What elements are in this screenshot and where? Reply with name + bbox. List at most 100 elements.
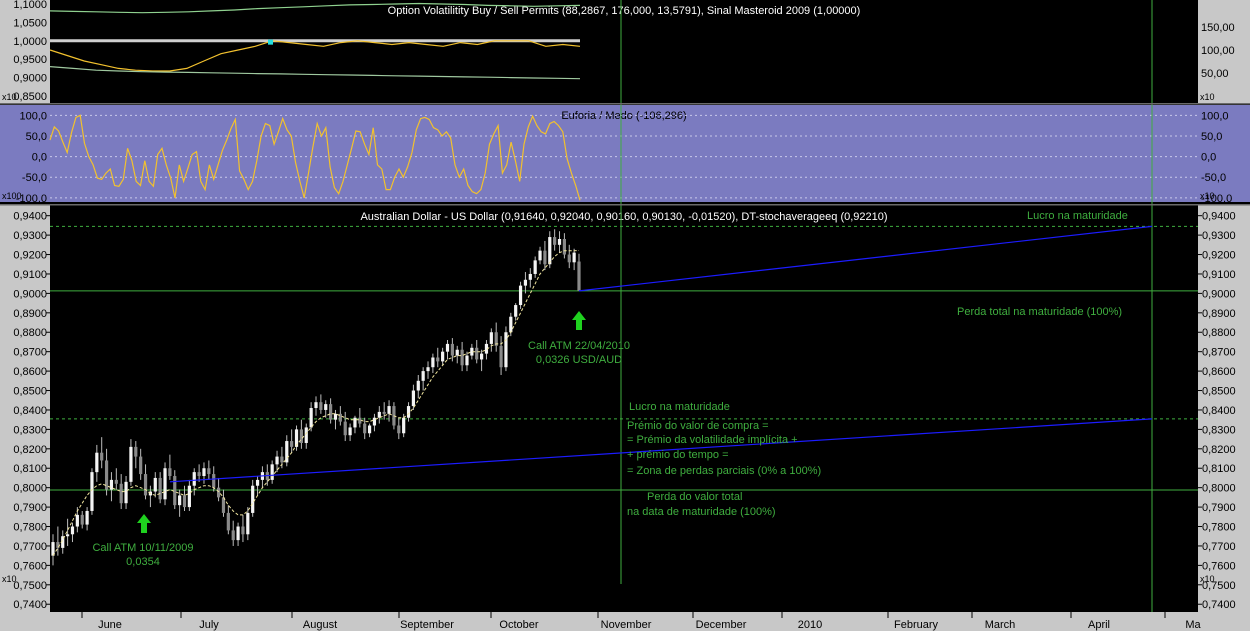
candle-body (509, 316, 513, 333)
candle-body (338, 413, 342, 422)
candle-body (270, 464, 274, 480)
price-right-tick: 0,9100 (1202, 269, 1236, 281)
x-axis: June July August September October November De… (81, 612, 1202, 631)
price-right-tick: 0,7400 (1202, 599, 1236, 611)
x-tick-label: August (303, 619, 337, 631)
candle-body (367, 425, 372, 434)
candle-body (56, 542, 60, 548)
candle-body (285, 441, 289, 463)
price-right-axis (1198, 205, 1250, 612)
candle-body (523, 279, 528, 286)
annotation-perda-mid-line2: na data de maturidade (100%) (627, 506, 776, 518)
candle-body (348, 427, 352, 436)
candle-body (100, 452, 104, 461)
volatility-scale-right: x10 (1200, 92, 1215, 102)
price-title: Australian Dollar - US Dollar (0,91640, … (360, 211, 887, 223)
euforia-left-tick: 0,0 (32, 152, 47, 164)
annotation-call-2010-line2: 0,0326 USD/AUD (536, 354, 622, 366)
price-left-tick: 0,8500 (13, 386, 47, 398)
candle-body (548, 237, 552, 265)
candle-body (294, 429, 299, 447)
annotation-premio-line4: = Zona de perdas parciais (0% a 100%) (627, 465, 821, 477)
price-scale-right: x10 (1200, 574, 1215, 584)
euforia-scale-left: x100 (2, 191, 22, 201)
candle-body (85, 510, 89, 525)
candle-body (484, 343, 489, 354)
candle-body (139, 456, 143, 475)
price-left-tick: 0,9100 (13, 269, 47, 281)
x-tick-label: June (98, 619, 122, 631)
euforia-right-tick: 100,0 (1201, 110, 1229, 122)
candle-body (421, 371, 425, 381)
euforia-plot-area (50, 105, 1198, 202)
candle-body (290, 441, 294, 447)
price-left-tick: 0,7400 (13, 599, 47, 611)
x-tick-label: July (199, 619, 219, 631)
price-right-tick: 0,7600 (1202, 560, 1236, 572)
candle-body (358, 417, 362, 424)
price-right-tick: 0,9300 (1202, 230, 1236, 242)
x-tick-label: Ma (1185, 619, 1201, 631)
annotation-call-2009-line2: 0,0354 (126, 556, 160, 568)
price-left-axis (0, 205, 50, 612)
candle-body (255, 479, 260, 486)
price-right-tick: 0,8600 (1202, 366, 1236, 378)
price-left-tick: 0,7500 (13, 580, 47, 592)
candle-body (538, 250, 542, 261)
candle-body (450, 343, 454, 356)
volatility-plot-area (50, 0, 1198, 103)
candle-body (470, 347, 474, 356)
volatility-panel: Option Volatilitity Buy / Sell Permits (… (0, 0, 1250, 103)
price-right-tick: 0,7900 (1202, 502, 1236, 514)
candle-body (207, 468, 211, 475)
volatility-left-tick: 0,8500 (13, 91, 47, 103)
price-left-tick: 0,8000 (13, 483, 47, 495)
price-right-tick: 0,7500 (1202, 580, 1236, 592)
x-axis-corner-right (1198, 612, 1250, 631)
candle-body (129, 446, 133, 482)
candle-body (178, 495, 182, 506)
candle-body (158, 477, 162, 500)
euforia-right-axis (1198, 105, 1250, 202)
x-tick-label: March (985, 619, 1016, 631)
price-right-tick: 0,8700 (1202, 347, 1236, 359)
candle-body (75, 514, 79, 527)
candle-body (66, 534, 70, 537)
candle-body (192, 472, 196, 486)
euforia-scale-right: x10 (1200, 191, 1215, 201)
candle-body (212, 474, 216, 488)
candle-body (353, 417, 357, 428)
price-left-tick: 0,8700 (13, 347, 47, 359)
candle-body (119, 483, 123, 504)
x-tick-label: November (601, 619, 652, 631)
candle-body (455, 349, 459, 356)
candle-body (441, 351, 445, 362)
price-scale-left: x10 (2, 574, 17, 584)
candle-body (333, 413, 338, 420)
volatility-right-tick: 100,00 (1201, 45, 1235, 57)
candle-body (577, 261, 581, 291)
candle-body (182, 495, 187, 508)
volatility-upper-series (49, 2, 581, 14)
candle-body (406, 406, 411, 418)
candle-body (309, 408, 313, 428)
price-left-tick: 0,8400 (13, 405, 47, 417)
candle-body (236, 526, 240, 541)
candle-body (489, 332, 493, 344)
euforia-right-tick: -100,0 (1201, 193, 1232, 205)
candle-body (124, 481, 128, 504)
price-right-tick: 0,7700 (1202, 541, 1236, 553)
euforia-right-tick: 0,0 (1201, 152, 1216, 164)
candle-body (114, 479, 118, 484)
euforia-left-tick: 100,0 (19, 110, 47, 122)
candle-body (504, 332, 508, 368)
x-axis-corner-left (0, 612, 50, 631)
volatility-left-tick: 1,0000 (13, 36, 47, 48)
candle-body (387, 406, 391, 414)
candle-body (553, 237, 557, 245)
euforia-series (49, 114, 581, 201)
candle-body (499, 345, 503, 368)
candle-body (382, 411, 386, 414)
price-right-tick: 0,7800 (1202, 522, 1236, 534)
